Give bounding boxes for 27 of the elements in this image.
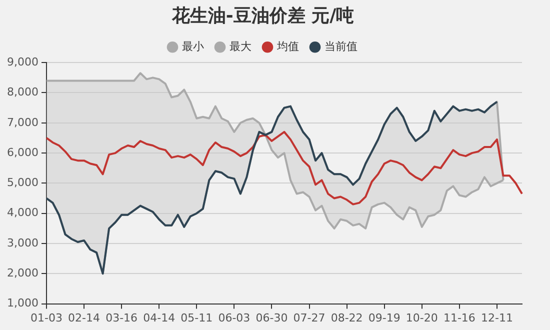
y-tick-label: 7,000 <box>6 116 38 129</box>
x-tick-label: 06-03 <box>218 311 250 324</box>
x-tick-label: 05-11 <box>180 311 213 324</box>
y-tick-label: 6,000 <box>6 146 38 159</box>
x-tick-label: 07-27 <box>293 311 326 324</box>
legend-label: 均值 <box>276 40 299 53</box>
legend-label: 最小 <box>182 40 204 53</box>
y-tick-label: 9,000 <box>6 55 38 68</box>
x-tick-label: 09-19 <box>368 311 400 324</box>
y-tick-label: 4,000 <box>6 206 38 220</box>
x-tick-label: 12-11 <box>480 311 513 324</box>
x-tick-label: 06-30 <box>256 311 288 324</box>
legend-label: 当前值 <box>324 40 358 53</box>
y-tick-label: 8,000 <box>6 86 38 99</box>
x-tick-label: 03-16 <box>106 311 138 324</box>
x-tick-label: 04-14 <box>143 311 176 324</box>
x-tick-label: 11-16 <box>443 311 476 324</box>
legend-label: 最大 <box>230 40 252 53</box>
y-tick-label: 1,000 <box>6 296 38 310</box>
y-tick-label: 3,000 <box>6 236 38 250</box>
x-tick-label: 08-22 <box>330 311 363 324</box>
y-tick-label: 5,000 <box>6 176 38 190</box>
x-tick-label: 01-03 <box>30 311 62 324</box>
chart-title: 花生油-豆油价差 元/吨 <box>170 5 354 26</box>
y-tick-label: 2,000 <box>6 266 38 280</box>
x-tick-label: 10-20 <box>406 311 438 324</box>
x-tick-label: 02-14 <box>68 311 100 324</box>
